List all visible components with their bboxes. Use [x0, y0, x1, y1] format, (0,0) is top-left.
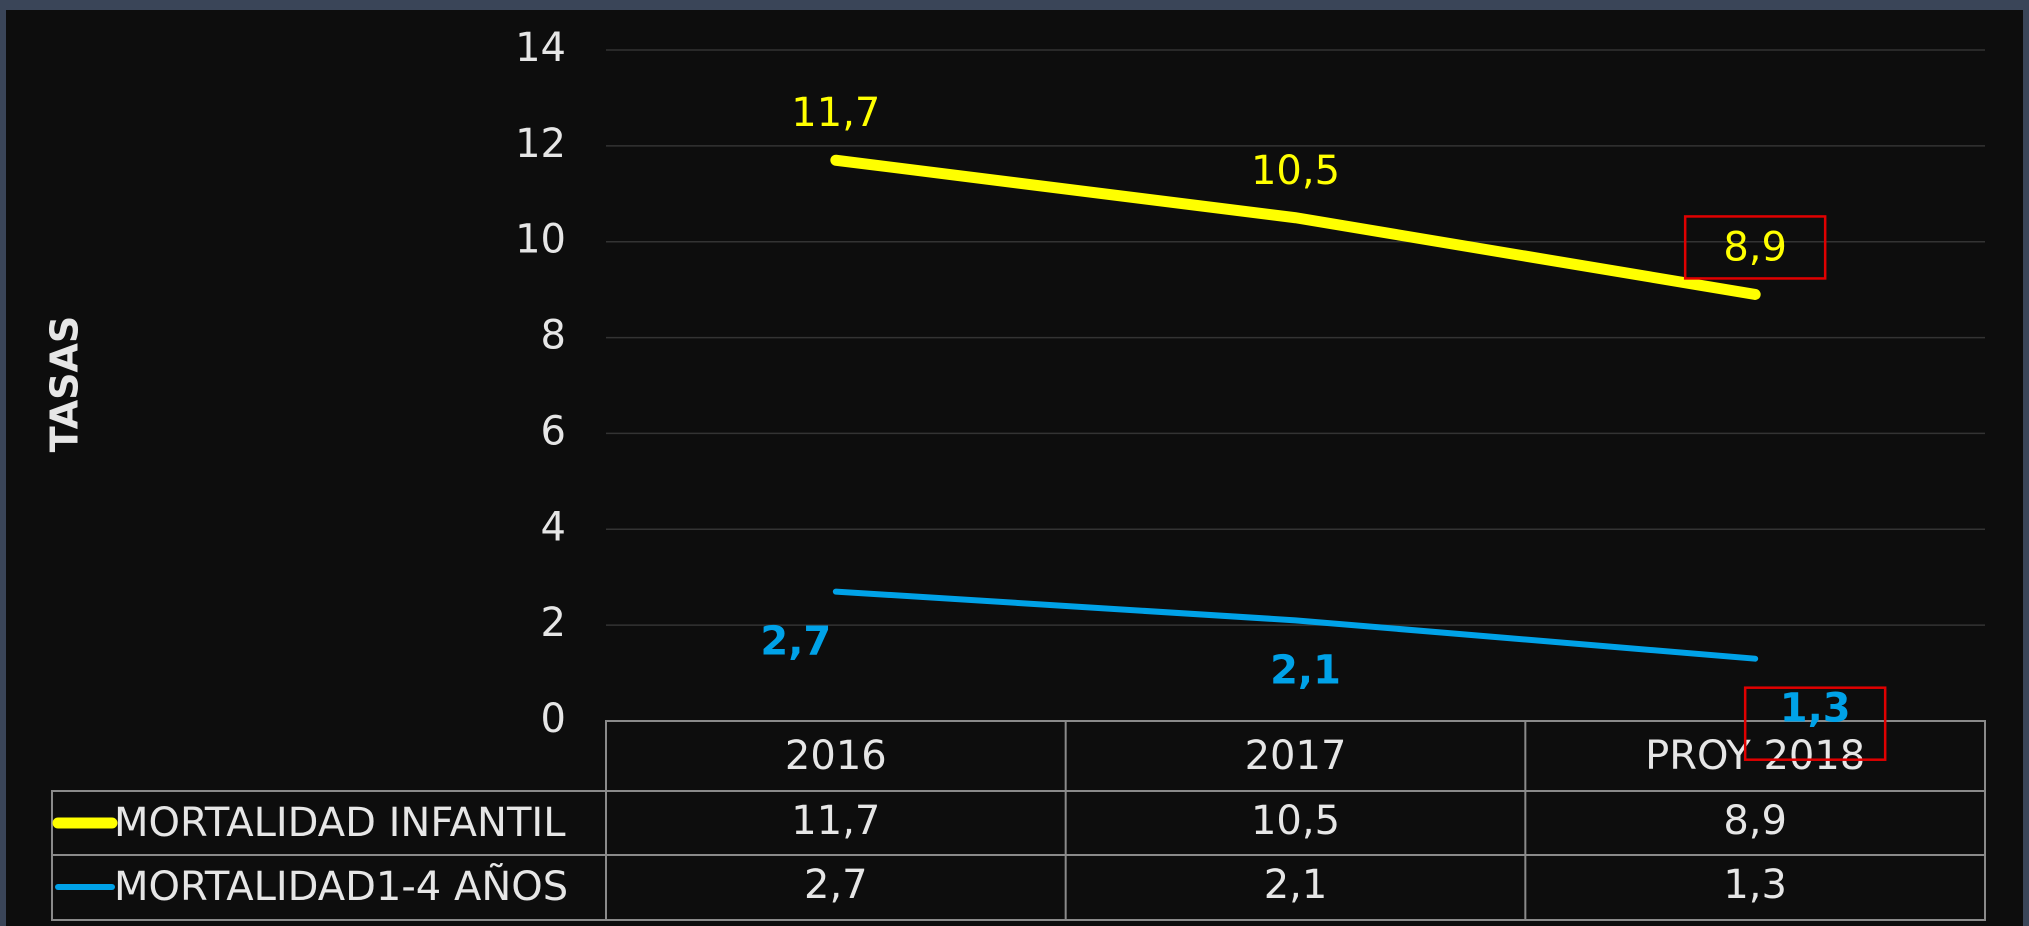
y-axis-label: TASAS [43, 316, 87, 453]
highlight-box [1683, 215, 1827, 280]
table-cell: 11,7 [791, 798, 880, 844]
x-tick-label: 2016 [785, 733, 887, 779]
y-tick-label: 12 [515, 121, 566, 167]
legend-label: MORTALIDAD INFANTIL [114, 800, 566, 846]
y-tick-label: 4 [541, 504, 566, 550]
highlight-box [1743, 686, 1887, 761]
legend-label: MORTALIDAD1-4 AÑOS [114, 862, 568, 910]
x-tick-label: 2017 [1245, 733, 1347, 779]
y-tick-label: 6 [541, 408, 566, 454]
data-label: 11,7 [791, 90, 880, 136]
data-label: 1,3 [1780, 686, 1851, 732]
table-cell: 1,3 [1723, 862, 1787, 908]
data-label: 8,9 [1723, 224, 1787, 270]
y-tick-label: 14 [515, 25, 566, 71]
data-label: 10,5 [1251, 148, 1340, 194]
table-cell: 2,1 [1264, 862, 1328, 908]
x-tick-label: PROY 2018 [1645, 733, 1865, 779]
series-line [832, 588, 1759, 662]
y-tick-label: 10 [515, 217, 566, 263]
y-tick-label: 2 [541, 600, 566, 646]
y-tick-label: 8 [541, 313, 566, 359]
background [6, 10, 2023, 926]
data-label: 2,1 [1270, 647, 1341, 693]
data-label: 2,7 [760, 619, 831, 665]
table-cell: 10,5 [1251, 798, 1340, 844]
table-cell: 2,7 [804, 862, 868, 908]
y-tick-label: 0 [541, 696, 566, 742]
series-line [830, 154, 1761, 300]
table-cell: 8,9 [1723, 798, 1787, 844]
